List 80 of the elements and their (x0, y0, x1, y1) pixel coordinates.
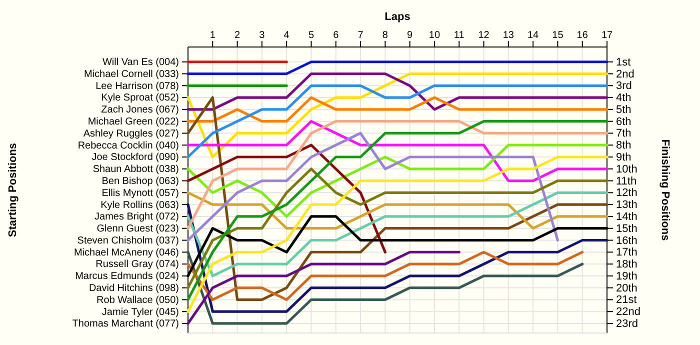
x-tick-label: 4 (284, 30, 290, 41)
y2-tick-label: 14th (616, 210, 638, 223)
y2-tick-label: 17th (616, 246, 638, 259)
category-label: Ben Bishop (063) (102, 176, 179, 187)
text: Starting Positions (7, 142, 19, 238)
x-axis-title: Laps (384, 11, 410, 23)
y2-tick-label: 13th (616, 199, 638, 212)
category-label: Thomas Marchant (077) (72, 318, 179, 330)
category-label: Will Van Es (004) (102, 57, 179, 68)
y2-tick-label: 20th (616, 282, 638, 294)
category-label: Michael Cornell (033) (84, 68, 179, 80)
line-series (186, 250, 584, 325)
line-series (186, 191, 608, 278)
category-label: Lee Harrison (078) (96, 80, 179, 92)
y2-tick-label: 22nd (616, 306, 640, 318)
y2-tick-label: 8th (616, 140, 632, 152)
category-label: Ellis Mynott (057) (102, 188, 179, 199)
x-tick-label: 15 (552, 30, 564, 41)
y2-tick-label: 11th (616, 175, 637, 188)
category-label: David Hitchins (098) (88, 283, 179, 294)
line-series (186, 144, 386, 254)
category-label: Michael McAneny (046) (74, 247, 179, 258)
x-tick-label: 11 (454, 30, 465, 41)
x-tick-label: 7 (358, 30, 364, 41)
y2-tick-label: 19th (616, 270, 638, 282)
category-label: James Bright (072) (94, 212, 179, 223)
x-tick-label: 9 (407, 30, 414, 41)
line-series (186, 132, 560, 242)
x-tick-label: 12 (478, 30, 490, 41)
y2-tick-label: 18th (616, 258, 638, 271)
y2-tick-label: 23rd (616, 318, 638, 330)
category-label: Zach Jones (067) (101, 104, 179, 116)
line-series (186, 120, 608, 182)
y2-tick-label: 2nd (616, 68, 634, 80)
x-tick-label: 8 (382, 30, 388, 41)
category-label: Michael Green (022) (88, 116, 179, 128)
category-label: Russell Gray (074) (96, 259, 179, 270)
category-label: Rebecca Cocklin (040) (78, 140, 179, 152)
y2-tick-label: 6th (616, 116, 632, 128)
x-tick-label: 1 (210, 30, 216, 41)
x-tick-label: 16 (576, 30, 588, 41)
y2-axis-title: Finishing Positions (659, 139, 671, 241)
x-tick-label: 13 (502, 30, 514, 41)
line-series (186, 156, 608, 313)
category-label: Ashley Ruggles (027) (83, 128, 179, 140)
y2-tick-label: 4th (616, 92, 632, 104)
y2-tick-label: 12th (616, 187, 638, 200)
x-tick-label: 6 (333, 30, 340, 41)
y2-tick-label: 3rd (616, 80, 632, 92)
line-series (186, 72, 608, 111)
category-label: Joe Stockford (090) (92, 152, 179, 164)
category-label: Kyle Sproat (052) (101, 92, 179, 104)
x-tick-label: 14 (527, 30, 540, 41)
category-label: Steven Chisholm (037) (77, 235, 179, 246)
category-label: Jamie Tyler (045) (102, 306, 179, 318)
y2-tick-label: 10th (616, 163, 638, 176)
x-tick-label: 2 (234, 30, 241, 41)
line-series (186, 250, 584, 302)
x-tick-label: 3 (259, 30, 266, 41)
category-label: Shaun Abbott (038) (92, 164, 179, 176)
y2-tick-label: 15th (616, 222, 638, 235)
line-series (186, 203, 608, 313)
category-label: Glenn Guest (023) (96, 224, 179, 235)
line-series (186, 144, 608, 218)
x-tick-label: 17 (601, 30, 613, 41)
category-label: Kyle Rollins (063) (100, 200, 179, 211)
line-series (186, 191, 608, 230)
line-series (186, 168, 608, 290)
y2-tick-label: 7th (616, 128, 632, 140)
x-tick-label: 10 (428, 30, 440, 41)
y2-tick-label: 21st (616, 294, 637, 306)
y2-tick-label: 1st (616, 56, 631, 68)
y2-tick-label: 9th (616, 152, 632, 164)
line-series (186, 250, 460, 325)
y2-tick-label: 16th (616, 234, 638, 247)
y2-tick-label: 5th (616, 104, 632, 116)
x-tick-label: 5 (308, 30, 314, 41)
line-series (186, 120, 608, 230)
category-label: Marcus Edmunds (024) (75, 271, 179, 282)
category-label: Rob Wallace (050) (96, 294, 179, 306)
